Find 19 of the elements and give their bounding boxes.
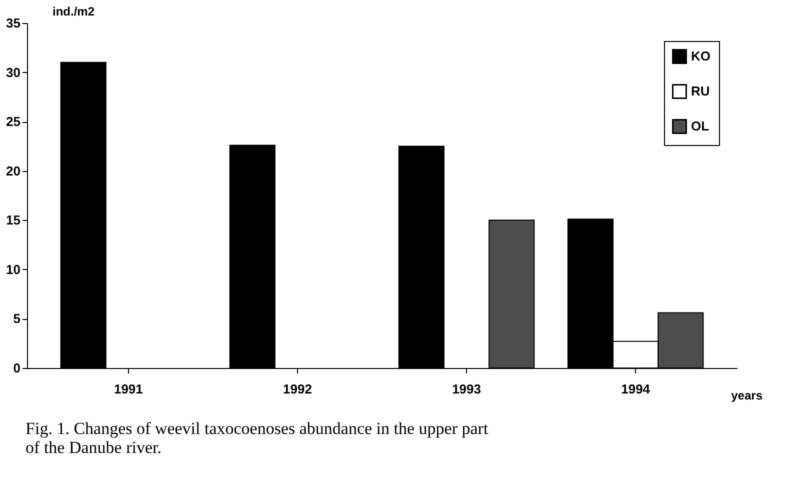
y-tick-label: 15	[6, 212, 20, 228]
x-tick-label: 1993	[452, 382, 481, 396]
legend-label: OL	[691, 118, 710, 134]
x-axis-title: years	[731, 388, 763, 402]
y-tick-label: 5	[13, 311, 20, 326]
caption: Fig. 1. Changes of weevil taxocoenoses abundance in the upper part	[26, 419, 488, 438]
y-tick-label: 0	[13, 360, 20, 376]
y-tick-label: 35	[6, 16, 20, 30]
y-axis-title: ind./m2	[52, 4, 95, 18]
x-tick-label: 1991	[114, 382, 143, 396]
y-tick-label: 10	[6, 262, 20, 277]
y-tick-label: 30	[6, 64, 20, 80]
y-tick-label: 25	[6, 114, 20, 130]
legend-label: RU	[691, 84, 710, 98]
legend-label: KO	[691, 48, 710, 64]
y-tick-label: 20	[6, 163, 20, 178]
text: of the Danube river.	[26, 438, 162, 457]
x-tick-label: 1994	[621, 382, 651, 396]
x-tick-label: 1992	[283, 382, 312, 396]
